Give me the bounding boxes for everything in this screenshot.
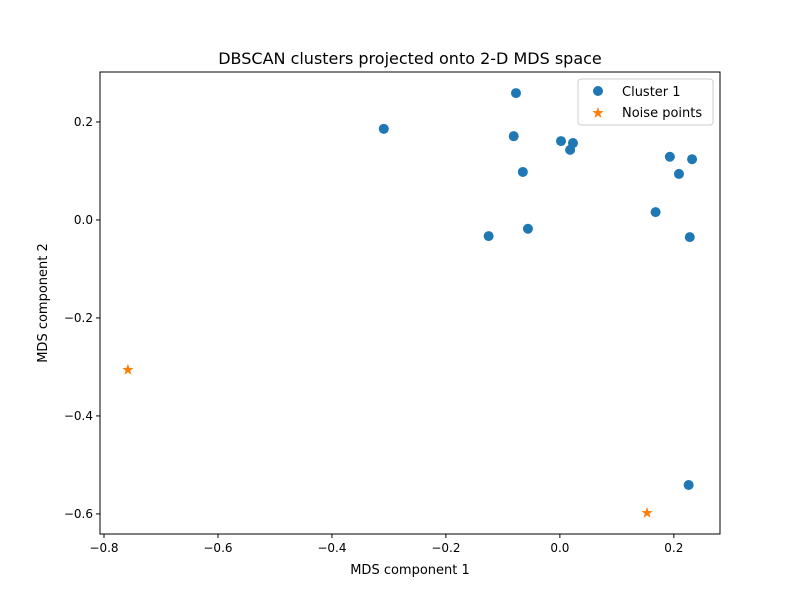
cluster-point <box>508 131 519 142</box>
y-tick-label: 0.2 <box>74 115 93 129</box>
axes-frame <box>99 71 721 535</box>
x-tick-label: 0.0 <box>550 541 569 555</box>
y-tick-label: 0.0 <box>74 213 93 227</box>
y-tick-label: −0.4 <box>64 409 93 423</box>
x-tick-label: 0.2 <box>664 541 683 555</box>
cluster-point <box>650 207 661 218</box>
cluster-point <box>378 123 389 134</box>
y-tick-label: −0.2 <box>64 311 93 325</box>
y-axis-label: MDS component 2 <box>36 243 51 363</box>
cluster-point <box>556 136 567 147</box>
legend-label-noise: Noise points <box>622 106 702 121</box>
noise-point <box>641 506 653 518</box>
cluster-point <box>510 88 521 99</box>
cluster-point <box>664 151 675 162</box>
cluster-point <box>567 138 578 149</box>
x-tick-label: −0.4 <box>317 541 346 555</box>
legend-marker-cluster-1 <box>593 86 603 96</box>
legend-marker-noise <box>592 107 604 118</box>
legend: Cluster 1 Noise points <box>577 78 714 126</box>
noise-point <box>122 363 134 375</box>
x-axis-label: MDS component 1 <box>350 563 470 578</box>
chart-title: DBSCAN clusters projected onto 2-D MDS s… <box>218 49 602 68</box>
cluster-point <box>684 232 695 243</box>
x-tick-label: −0.2 <box>431 541 460 555</box>
x-tick-label: −0.8 <box>89 541 118 555</box>
y-tick-label: −0.6 <box>64 507 93 521</box>
cluster-point <box>517 166 528 177</box>
cluster-point <box>483 231 494 242</box>
cluster-point <box>687 154 698 165</box>
cluster-point <box>673 168 684 179</box>
legend-label-cluster-1: Cluster 1 <box>622 85 681 100</box>
x-tick-label: −0.6 <box>203 541 232 555</box>
cluster-point <box>683 480 694 491</box>
cluster-point <box>522 223 533 234</box>
legend-box <box>577 78 714 126</box>
